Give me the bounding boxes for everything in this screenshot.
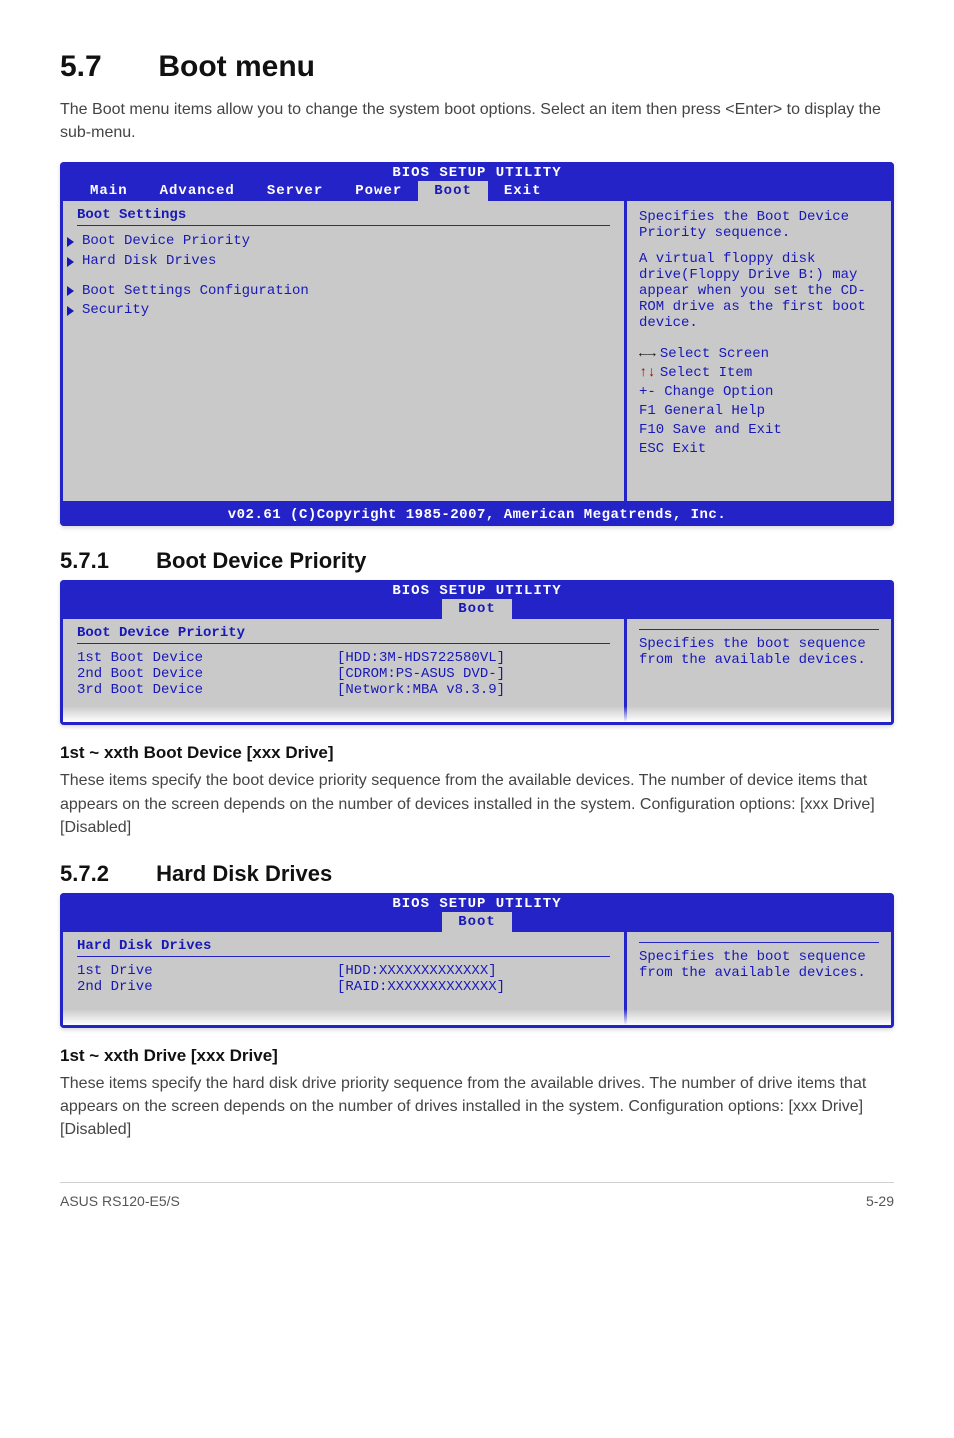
bios-body: Boot Settings Boot Device Priority Hard …	[60, 201, 894, 504]
subsection-title: Boot Device Priority	[156, 548, 366, 574]
footer-product: ASUS RS120-E5/S	[60, 1193, 180, 1209]
kv-key: 2nd Boot Device	[77, 666, 337, 682]
section-heading: 5.7 Boot menu	[60, 50, 894, 84]
bios-left-heading: Boot Settings	[77, 207, 610, 223]
footer-page: 5-29	[866, 1193, 894, 1209]
section-number: 5.7	[60, 50, 150, 84]
bios-header: BIOS SETUP UTILITY	[60, 162, 894, 181]
fade-cut	[63, 706, 891, 722]
section-title-text: Boot menu	[158, 50, 315, 84]
bios-nav-keys: Select Screen Select Item +- Change Opti…	[639, 345, 879, 458]
kv-value: [HDD:XXXXXXXXXXXXX]	[337, 963, 497, 979]
menu-boot-device-priority[interactable]: Boot Device Priority	[77, 232, 610, 252]
bios-footer: v02.61 (C)Copyright 1985-2007, American …	[60, 504, 894, 526]
bios-help-text-2: A virtual floppy disk drive(Floppy Drive…	[639, 251, 879, 331]
kv-key: 1st Boot Device	[77, 650, 337, 666]
kv-key: 1st Drive	[77, 963, 337, 979]
bios-body: Hard Disk Drives 1st Drive [HDD:XXXXXXXX…	[60, 932, 894, 1028]
bios-tab-server[interactable]: Server	[251, 181, 339, 201]
subsection-title: Hard Disk Drives	[156, 861, 332, 887]
page-wrapper: 5.7 Boot menu The Boot menu items allow …	[0, 0, 954, 1239]
para-571-heading: 1st ~ xxth Boot Device [xxx Drive]	[60, 743, 894, 763]
bios-header-title: BIOS SETUP UTILITY	[60, 583, 894, 599]
kv-key: 3rd Boot Device	[77, 682, 337, 698]
bios-right-pane: Specifies the Boot Device Priority seque…	[624, 201, 891, 501]
para-571-body: These items specify the boot device prio…	[60, 769, 894, 839]
bios-tab-boot[interactable]: Boot	[418, 181, 488, 201]
subsection-572-heading: 5.7.2 Hard Disk Drives	[60, 861, 894, 887]
menu-label: Boot Settings Configuration	[82, 282, 309, 302]
bios-tab-exit[interactable]: Exit	[488, 181, 558, 201]
kv-value: [RAID:XXXXXXXXXXXXX]	[337, 979, 505, 995]
bios-header-title: BIOS SETUP UTILITY	[60, 896, 894, 912]
menu-label: Security	[82, 301, 149, 321]
bios-header: BIOS SETUP UTILITY	[60, 893, 894, 912]
bios-571-panel: BIOS SETUP UTILITY Boot Boot Device Prio…	[60, 580, 894, 725]
bios-header: BIOS SETUP UTILITY	[60, 580, 894, 599]
kv-value: [Network:MBA v8.3.9]	[337, 682, 505, 698]
bios-tab-bar: Main Advanced Server Power Boot Exit	[60, 181, 894, 201]
bios-help-text: Specifies the boot sequence from the ava…	[639, 949, 879, 981]
section-intro: The Boot menu items allow you to change …	[60, 98, 894, 144]
subsection-number: 5.7.2	[60, 861, 150, 887]
bios-left-heading: Hard Disk Drives	[77, 938, 610, 954]
arrow-icon	[67, 286, 74, 296]
bios-header-title: BIOS SETUP UTILITY	[60, 165, 894, 181]
bios-left-heading: Boot Device Priority	[77, 625, 610, 641]
bios-body: Boot Device Priority 1st Boot Device [HD…	[60, 619, 894, 725]
kv-key: 2nd Drive	[77, 979, 337, 995]
nav-general-help: F1 General Help	[639, 402, 879, 421]
subsection-571-heading: 5.7.1 Boot Device Priority	[60, 548, 894, 574]
menu-hard-disk-drives[interactable]: Hard Disk Drives	[77, 252, 610, 272]
kv-value: [HDD:3M-HDS722580VL]	[337, 650, 505, 666]
fade-cut	[63, 1009, 891, 1025]
bios-help-text-1: Specifies the Boot Device Priority seque…	[639, 209, 879, 241]
nav-esc-exit: ESC Exit	[639, 440, 879, 459]
row-2nd-drive[interactable]: 2nd Drive [RAID:XXXXXXXXXXXXX]	[77, 979, 610, 995]
nav-change-option: +- Change Option	[639, 383, 879, 402]
bios-tab-power[interactable]: Power	[339, 181, 418, 201]
bios-help-text: Specifies the boot sequence from the ava…	[639, 636, 879, 668]
row-2nd-boot-device[interactable]: 2nd Boot Device [CDROM:PS-ASUS DVD-]	[77, 666, 610, 682]
subsection-number: 5.7.1	[60, 548, 150, 574]
nav-select-screen: Select Screen	[639, 345, 879, 364]
nav-select-item: Select Item	[639, 364, 879, 383]
menu-boot-settings-config[interactable]: Boot Settings Configuration	[77, 282, 610, 302]
para-572-body: These items specify the hard disk drive …	[60, 1072, 894, 1142]
menu-label: Hard Disk Drives	[82, 252, 216, 272]
bios-tab-boot[interactable]: Boot	[442, 599, 512, 619]
bios-tab-advanced[interactable]: Advanced	[144, 181, 251, 201]
kv-value: [CDROM:PS-ASUS DVD-]	[337, 666, 505, 682]
row-3rd-boot-device[interactable]: 3rd Boot Device [Network:MBA v8.3.9]	[77, 682, 610, 698]
bios-572-panel: BIOS SETUP UTILITY Boot Hard Disk Drives…	[60, 893, 894, 1028]
row-1st-drive[interactable]: 1st Drive [HDD:XXXXXXXXXXXXX]	[77, 963, 610, 979]
arrow-icon	[67, 257, 74, 267]
bios-main-panel: BIOS SETUP UTILITY Main Advanced Server …	[60, 162, 894, 526]
bios-tab-bar: Boot	[60, 599, 894, 619]
menu-label: Boot Device Priority	[82, 232, 250, 252]
page-footer: ASUS RS120-E5/S 5-29	[60, 1182, 894, 1209]
row-1st-boot-device[interactable]: 1st Boot Device [HDD:3M-HDS722580VL]	[77, 650, 610, 666]
bios-tab-boot[interactable]: Boot	[442, 912, 512, 932]
bios-left-pane: Boot Settings Boot Device Priority Hard …	[63, 201, 624, 501]
para-572-heading: 1st ~ xxth Drive [xxx Drive]	[60, 1046, 894, 1066]
arrow-icon	[67, 306, 74, 316]
arrow-icon	[67, 237, 74, 247]
bios-tab-main[interactable]: Main	[74, 181, 144, 201]
menu-security[interactable]: Security	[77, 301, 610, 321]
bios-tab-bar: Boot	[60, 912, 894, 932]
nav-save-exit: F10 Save and Exit	[639, 421, 879, 440]
